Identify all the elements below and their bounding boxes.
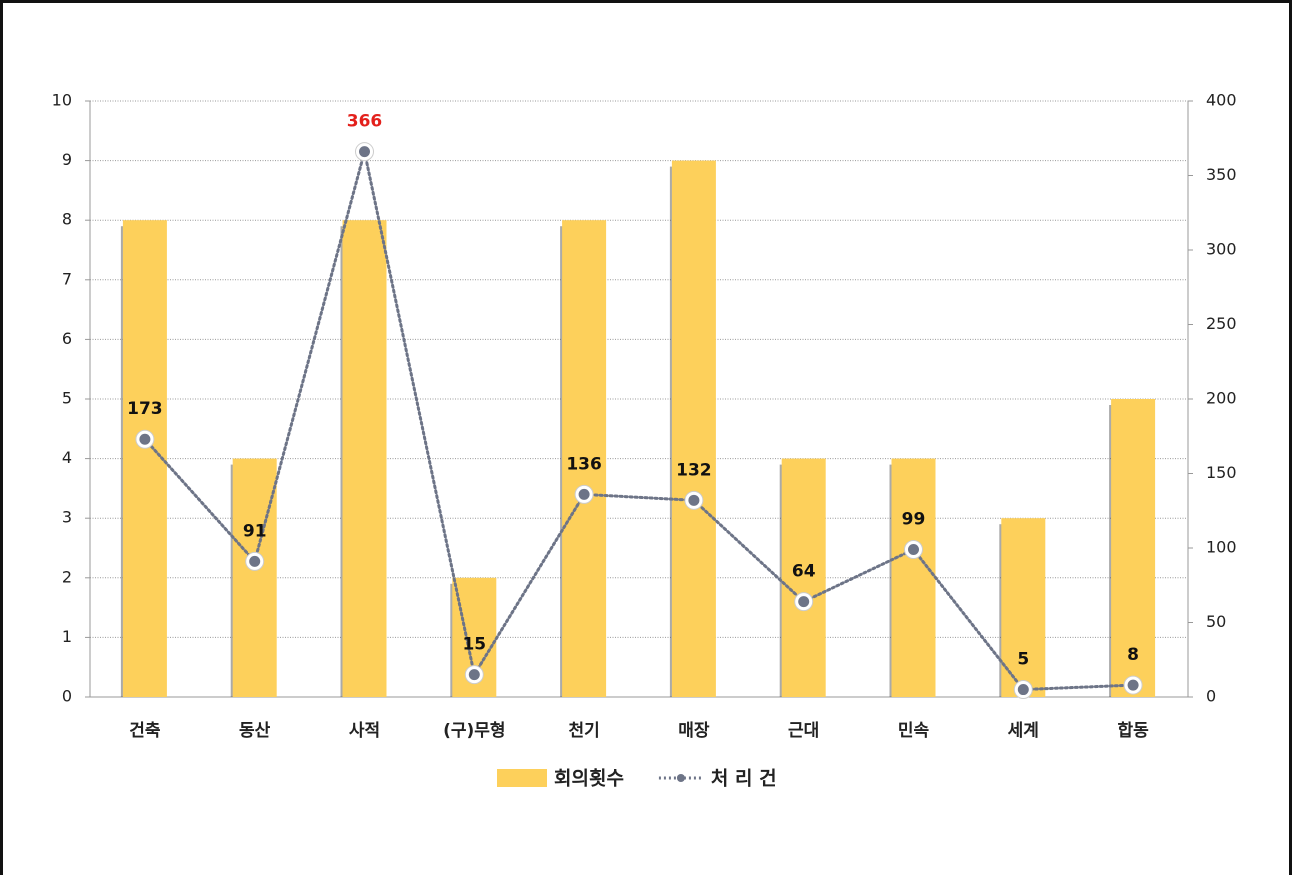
x-tick-label: 세계: [1008, 721, 1039, 741]
line-marker-dot: [1018, 684, 1029, 695]
legend-label: 처 리 건: [711, 768, 777, 790]
line: [145, 152, 1133, 690]
y-tick-label: 1: [62, 627, 72, 646]
y-tick-label: 7: [62, 269, 72, 288]
y-tick-label: 2: [62, 567, 72, 586]
frame: [2, 2, 1291, 875]
y2-tick-label: 200: [1206, 389, 1237, 408]
y-tick-label: 4: [62, 448, 72, 467]
legend-swatch: [497, 769, 547, 787]
data-label: 64: [792, 562, 816, 582]
legend-swatch-dot: [677, 774, 685, 782]
data-label: 99: [902, 509, 926, 529]
bar: [123, 220, 167, 697]
x-tick-label: 근대: [788, 721, 819, 741]
y2-tick-label: 50: [1206, 612, 1226, 631]
x-tick-label: 천기: [568, 721, 599, 741]
line-marker-dot: [688, 495, 699, 506]
x-tick-label: 합동: [1117, 720, 1149, 741]
line-marker-dot: [249, 556, 260, 567]
x-tick-label: 매장: [678, 721, 710, 741]
y-tick-label: 6: [62, 329, 72, 348]
y2-tick-label: 0: [1206, 687, 1216, 706]
data-label: 132: [676, 460, 712, 480]
data-label: 91: [243, 521, 267, 541]
y-tick-label: 10: [52, 91, 72, 110]
y2-tick-label: 100: [1206, 538, 1237, 557]
y2-tick-label: 400: [1206, 91, 1237, 110]
data-label: 8: [1127, 645, 1139, 665]
y-tick-label: 3: [62, 508, 72, 527]
x-tick-label: 민속: [898, 721, 930, 741]
y2-tick-label: 350: [1206, 165, 1237, 184]
y-tick-label: 9: [62, 150, 72, 169]
line-marker-dot: [1128, 680, 1139, 691]
line-marker-dot: [798, 596, 809, 607]
data-label: 366: [347, 112, 383, 132]
bar: [672, 161, 716, 697]
y2-tick-label: 250: [1206, 314, 1237, 333]
line-marker-dot: [359, 146, 370, 157]
bar: [892, 459, 936, 697]
data-label: 15: [462, 635, 486, 655]
data-label: 5: [1017, 650, 1029, 670]
data-label: 136: [566, 454, 602, 474]
data-label: 173: [127, 399, 163, 419]
x-tick-label: (구)무형: [443, 720, 505, 741]
bar: [343, 220, 387, 697]
x-tick-label: 사적: [349, 721, 380, 741]
legend-label: 회의횟수: [554, 768, 624, 790]
y-tick-label: 8: [62, 210, 72, 229]
x-tick-label: 건축: [129, 721, 161, 741]
chart: 012345678910050100150200250300350400건축동산…: [0, 0, 1292, 875]
line-marker-dot: [908, 544, 919, 555]
line-marker-dot: [139, 434, 150, 445]
y2-tick-label: 300: [1206, 240, 1237, 259]
x-tick-label: 동산: [239, 721, 271, 741]
line-marker-dot: [579, 489, 590, 500]
y2-tick-label: 150: [1206, 463, 1237, 482]
bar: [233, 459, 277, 697]
y-tick-label: 5: [62, 389, 72, 408]
y-tick-label: 0: [62, 687, 72, 706]
line-marker-dot: [469, 669, 480, 680]
